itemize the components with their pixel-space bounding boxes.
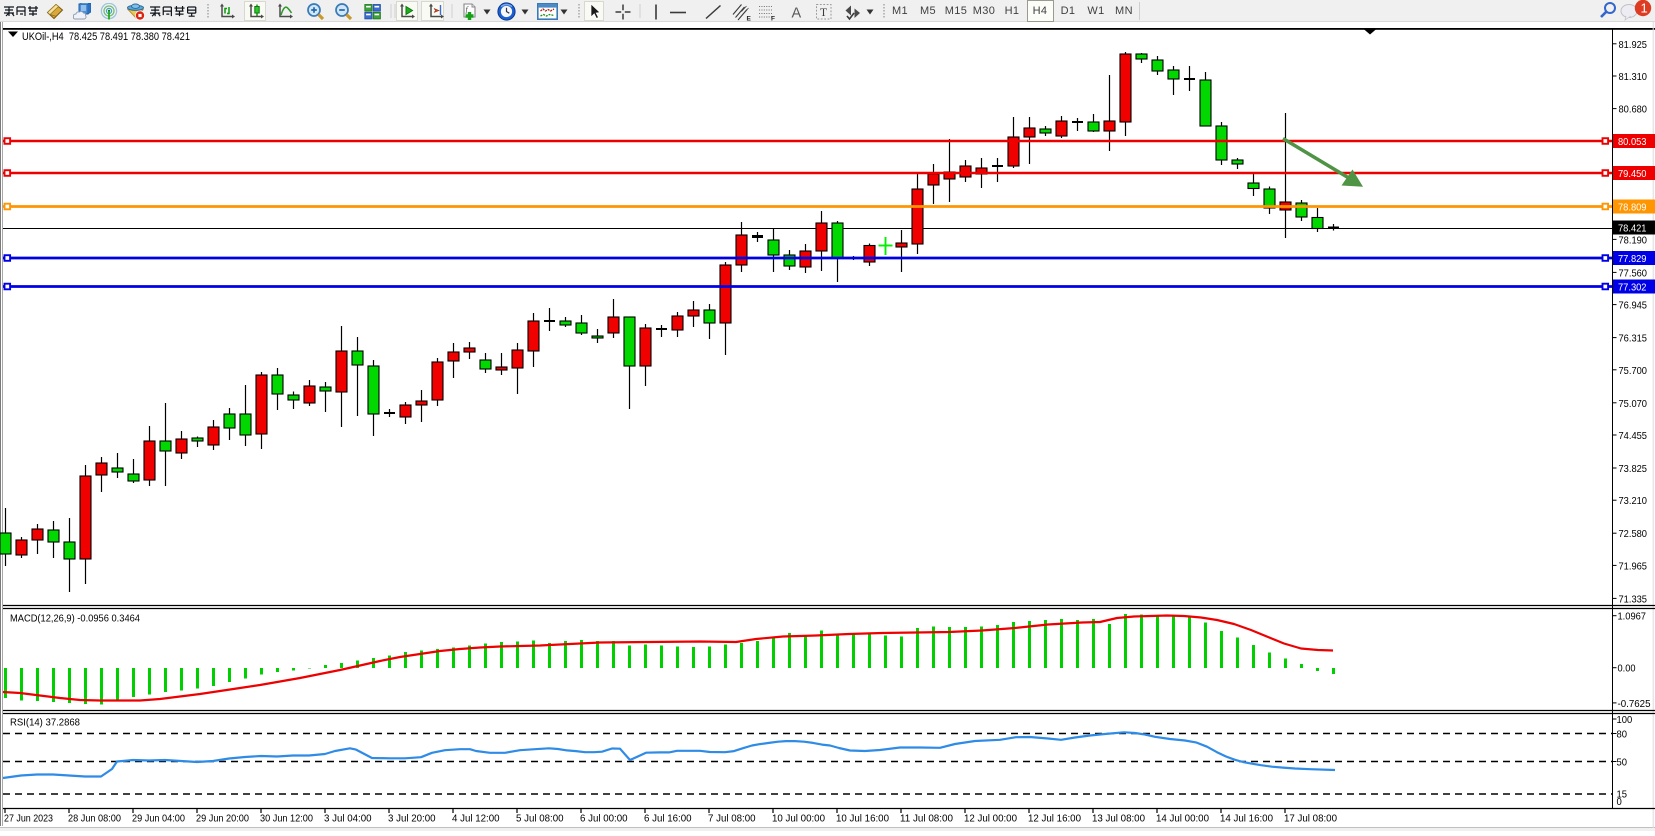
- svg-text:1: 1: [1641, 1, 1648, 16]
- svg-text:6 Jul 00:00: 6 Jul 00:00: [580, 814, 628, 825]
- svg-text:A: A: [792, 6, 802, 22]
- svg-text:4 Jul 12:00: 4 Jul 12:00: [452, 814, 500, 825]
- svg-text:15: 15: [1617, 790, 1628, 801]
- svg-text:F: F: [771, 16, 775, 22]
- svg-text:12 Jul 16:00: 12 Jul 16:00: [1028, 814, 1081, 825]
- svg-text:f: f: [466, 5, 470, 14]
- svg-text:30 Jun 12:00: 30 Jun 12:00: [260, 814, 313, 825]
- svg-text:71.335: 71.335: [1619, 594, 1648, 605]
- svg-text:29 Jun 04:00: 29 Jun 04:00: [132, 814, 185, 825]
- svg-text:80.053: 80.053: [1618, 137, 1647, 148]
- svg-text:MACD(12,26,9) -0.0956 0.3464: MACD(12,26,9) -0.0956 0.3464: [10, 614, 140, 625]
- svg-text:73.210: 73.210: [1619, 496, 1648, 507]
- svg-text:78.809: 78.809: [1618, 203, 1647, 214]
- svg-text:RSI(14) 37.2868: RSI(14) 37.2868: [10, 718, 80, 729]
- svg-text:7 Jul 08:00: 7 Jul 08:00: [708, 814, 756, 825]
- svg-text:E: E: [747, 16, 752, 22]
- svg-text:14 Jul 00:00: 14 Jul 00:00: [1156, 814, 1209, 825]
- svg-text:27 Jun 2023: 27 Jun 2023: [4, 814, 53, 825]
- svg-text:29 Jun 20:00: 29 Jun 20:00: [196, 814, 249, 825]
- svg-text:100: 100: [1617, 715, 1633, 726]
- svg-text:78.190: 78.190: [1619, 235, 1648, 246]
- svg-text:77.302: 77.302: [1618, 283, 1647, 294]
- svg-text:UKOil-,H4 78.425 78.491 78.38: UKOil-,H4 78.425 78.491 78.380 78.421: [22, 31, 190, 43]
- svg-text:76.945: 76.945: [1619, 301, 1648, 312]
- svg-text:81.310: 81.310: [1619, 72, 1648, 83]
- svg-text:5 Jul 08:00: 5 Jul 08:00: [516, 814, 564, 825]
- svg-text:T: T: [820, 7, 827, 19]
- svg-text:73.825: 73.825: [1619, 464, 1648, 475]
- svg-text:79.450: 79.450: [1618, 169, 1647, 180]
- svg-text:80.680: 80.680: [1619, 105, 1648, 116]
- svg-text:28 Jun 08:00: 28 Jun 08:00: [68, 814, 121, 825]
- svg-text:12 Jul 00:00: 12 Jul 00:00: [964, 814, 1017, 825]
- svg-text:-0.7625: -0.7625: [1618, 699, 1651, 710]
- svg-text:77.829: 77.829: [1618, 254, 1647, 265]
- svg-text:0.00: 0.00: [1618, 664, 1636, 675]
- svg-text:72.580: 72.580: [1619, 529, 1648, 540]
- svg-text:80: 80: [1617, 730, 1628, 741]
- svg-text:0: 0: [1617, 797, 1623, 808]
- svg-text:3 Jul 20:00: 3 Jul 20:00: [388, 814, 436, 825]
- svg-text:81.925: 81.925: [1619, 40, 1648, 51]
- svg-text:10 Jul 00:00: 10 Jul 00:00: [772, 814, 825, 825]
- svg-text:74.455: 74.455: [1619, 431, 1648, 442]
- svg-text:50: 50: [1617, 758, 1628, 769]
- svg-text:3 Jul 04:00: 3 Jul 04:00: [324, 814, 372, 825]
- svg-text:75.070: 75.070: [1619, 399, 1648, 410]
- svg-text:13 Jul 08:00: 13 Jul 08:00: [1092, 814, 1145, 825]
- svg-text:11 Jul 08:00: 11 Jul 08:00: [900, 814, 953, 825]
- svg-text:78.421: 78.421: [1618, 224, 1647, 235]
- svg-text:14 Jul 16:00: 14 Jul 16:00: [1220, 814, 1273, 825]
- svg-text:6 Jul 16:00: 6 Jul 16:00: [644, 814, 692, 825]
- svg-text:10 Jul 16:00: 10 Jul 16:00: [836, 814, 889, 825]
- svg-text:77.560: 77.560: [1619, 268, 1648, 279]
- svg-text:17 Jul 08:00: 17 Jul 08:00: [1284, 814, 1337, 825]
- svg-text:1.0967: 1.0967: [1618, 612, 1647, 623]
- svg-text:75.700: 75.700: [1619, 366, 1648, 377]
- svg-text:76.315: 76.315: [1619, 334, 1648, 345]
- svg-text:71.965: 71.965: [1619, 561, 1648, 572]
